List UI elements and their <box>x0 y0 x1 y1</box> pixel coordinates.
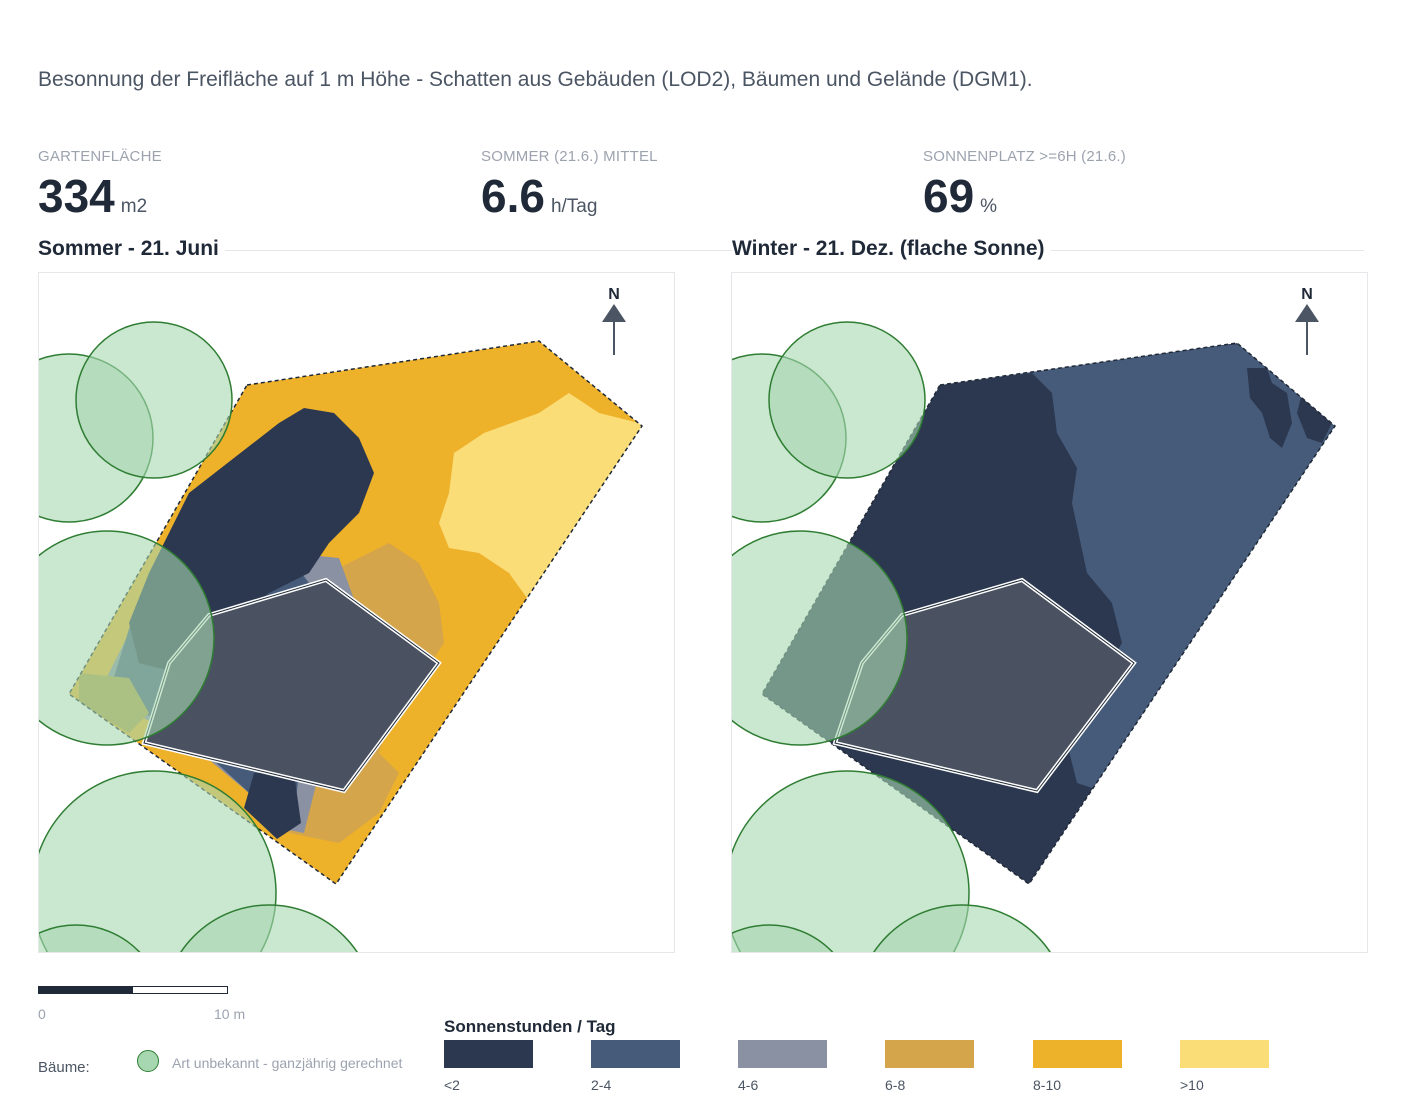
scale-bar <box>38 986 228 994</box>
legend-item: 6-8 <box>885 1040 974 1093</box>
tree-icon <box>137 1050 159 1072</box>
sun-hours-legend: <2 2-4 4-6 6-8 8-10 >10 <box>444 1040 1344 1100</box>
tree-icon <box>39 530 215 746</box>
map-subtitle: Besonnung der Freifläche auf 1 m Höhe - … <box>38 68 1033 91</box>
trees-legend-label: Bäume: <box>38 1059 90 1076</box>
kpi-unit: m2 <box>120 196 148 217</box>
tree-icon <box>732 530 908 746</box>
kpi-value: 6.6 <box>481 170 545 222</box>
legend-swatch <box>1033 1040 1122 1068</box>
kpi-value: 334 <box>38 170 115 222</box>
tree-crowns <box>732 321 1051 952</box>
tree-icon <box>39 924 141 952</box>
legend-title: Sonnenstunden / Tag <box>444 1017 616 1036</box>
kpi-label: GARTENFLÄCHE <box>38 148 162 165</box>
legend-item: <2 <box>444 1040 533 1093</box>
trees-legend-entry: Art unbekannt - ganzjährig gerechnet <box>172 1055 403 1071</box>
tree-crowns <box>39 321 358 952</box>
legend-item: 2-4 <box>591 1040 680 1093</box>
summer-map[interactable]: N <box>38 272 675 953</box>
legend-label: >10 <box>1180 1077 1204 1093</box>
legend-label: 4-6 <box>738 1077 759 1093</box>
kpi-unit: h/Tag <box>550 196 598 217</box>
legend-swatch <box>591 1040 680 1068</box>
legend-label: 8-10 <box>1033 1077 1062 1093</box>
legend-swatch <box>444 1040 533 1068</box>
tree-icon <box>732 924 834 952</box>
legend-swatch <box>885 1040 974 1068</box>
winter-panel-title: Winter - 21. Dez. (flache Sonne) <box>732 237 1051 261</box>
divider <box>38 250 1364 251</box>
winter-map-canvas: N <box>732 286 1336 952</box>
kpi-label: SONNENPLATZ >=6H (21.6.) <box>923 148 1126 165</box>
tree-icon <box>180 904 358 952</box>
kpi-sun-spot: SONNENPLATZ >=6H (21.6.) 69 % <box>923 148 1126 219</box>
scale-label-start: 0 <box>38 1006 46 1022</box>
tree-icon <box>75 321 233 479</box>
north-label: N <box>608 286 620 303</box>
legend-label: 2-4 <box>591 1077 612 1093</box>
legend-item: 8-10 <box>1033 1040 1122 1093</box>
kpi-value: 69 <box>923 170 975 222</box>
legend-item: 4-6 <box>738 1040 827 1093</box>
winter-map[interactable]: N <box>731 272 1368 953</box>
north-label: N <box>1301 286 1313 303</box>
kpi-label: SOMMER (21.6.) MITTEL <box>481 148 658 165</box>
kpi-garden-area: GARTENFLÄCHE 334 m2 <box>38 148 162 219</box>
summer-panel-title: Sommer - 21. Juni <box>38 237 225 261</box>
kpi-summer-mean: SOMMER (21.6.) MITTEL 6.6 h/Tag <box>481 148 658 219</box>
legend-swatch <box>1180 1040 1269 1068</box>
tree-icon <box>768 321 926 479</box>
kpi-unit: % <box>980 196 998 217</box>
scale-label-end: 10 m <box>214 1006 246 1022</box>
tree-icon <box>39 770 277 952</box>
summer-map-canvas: N <box>39 286 644 952</box>
tree-icon <box>732 770 970 952</box>
legend-label: <2 <box>444 1077 460 1093</box>
legend-label: 6-8 <box>885 1077 906 1093</box>
north-arrow-icon: N <box>602 286 626 355</box>
north-arrow-icon: N <box>1295 286 1319 355</box>
legend-swatch <box>738 1040 827 1068</box>
tree-icon <box>873 904 1051 952</box>
legend-item: >10 <box>1180 1040 1269 1093</box>
